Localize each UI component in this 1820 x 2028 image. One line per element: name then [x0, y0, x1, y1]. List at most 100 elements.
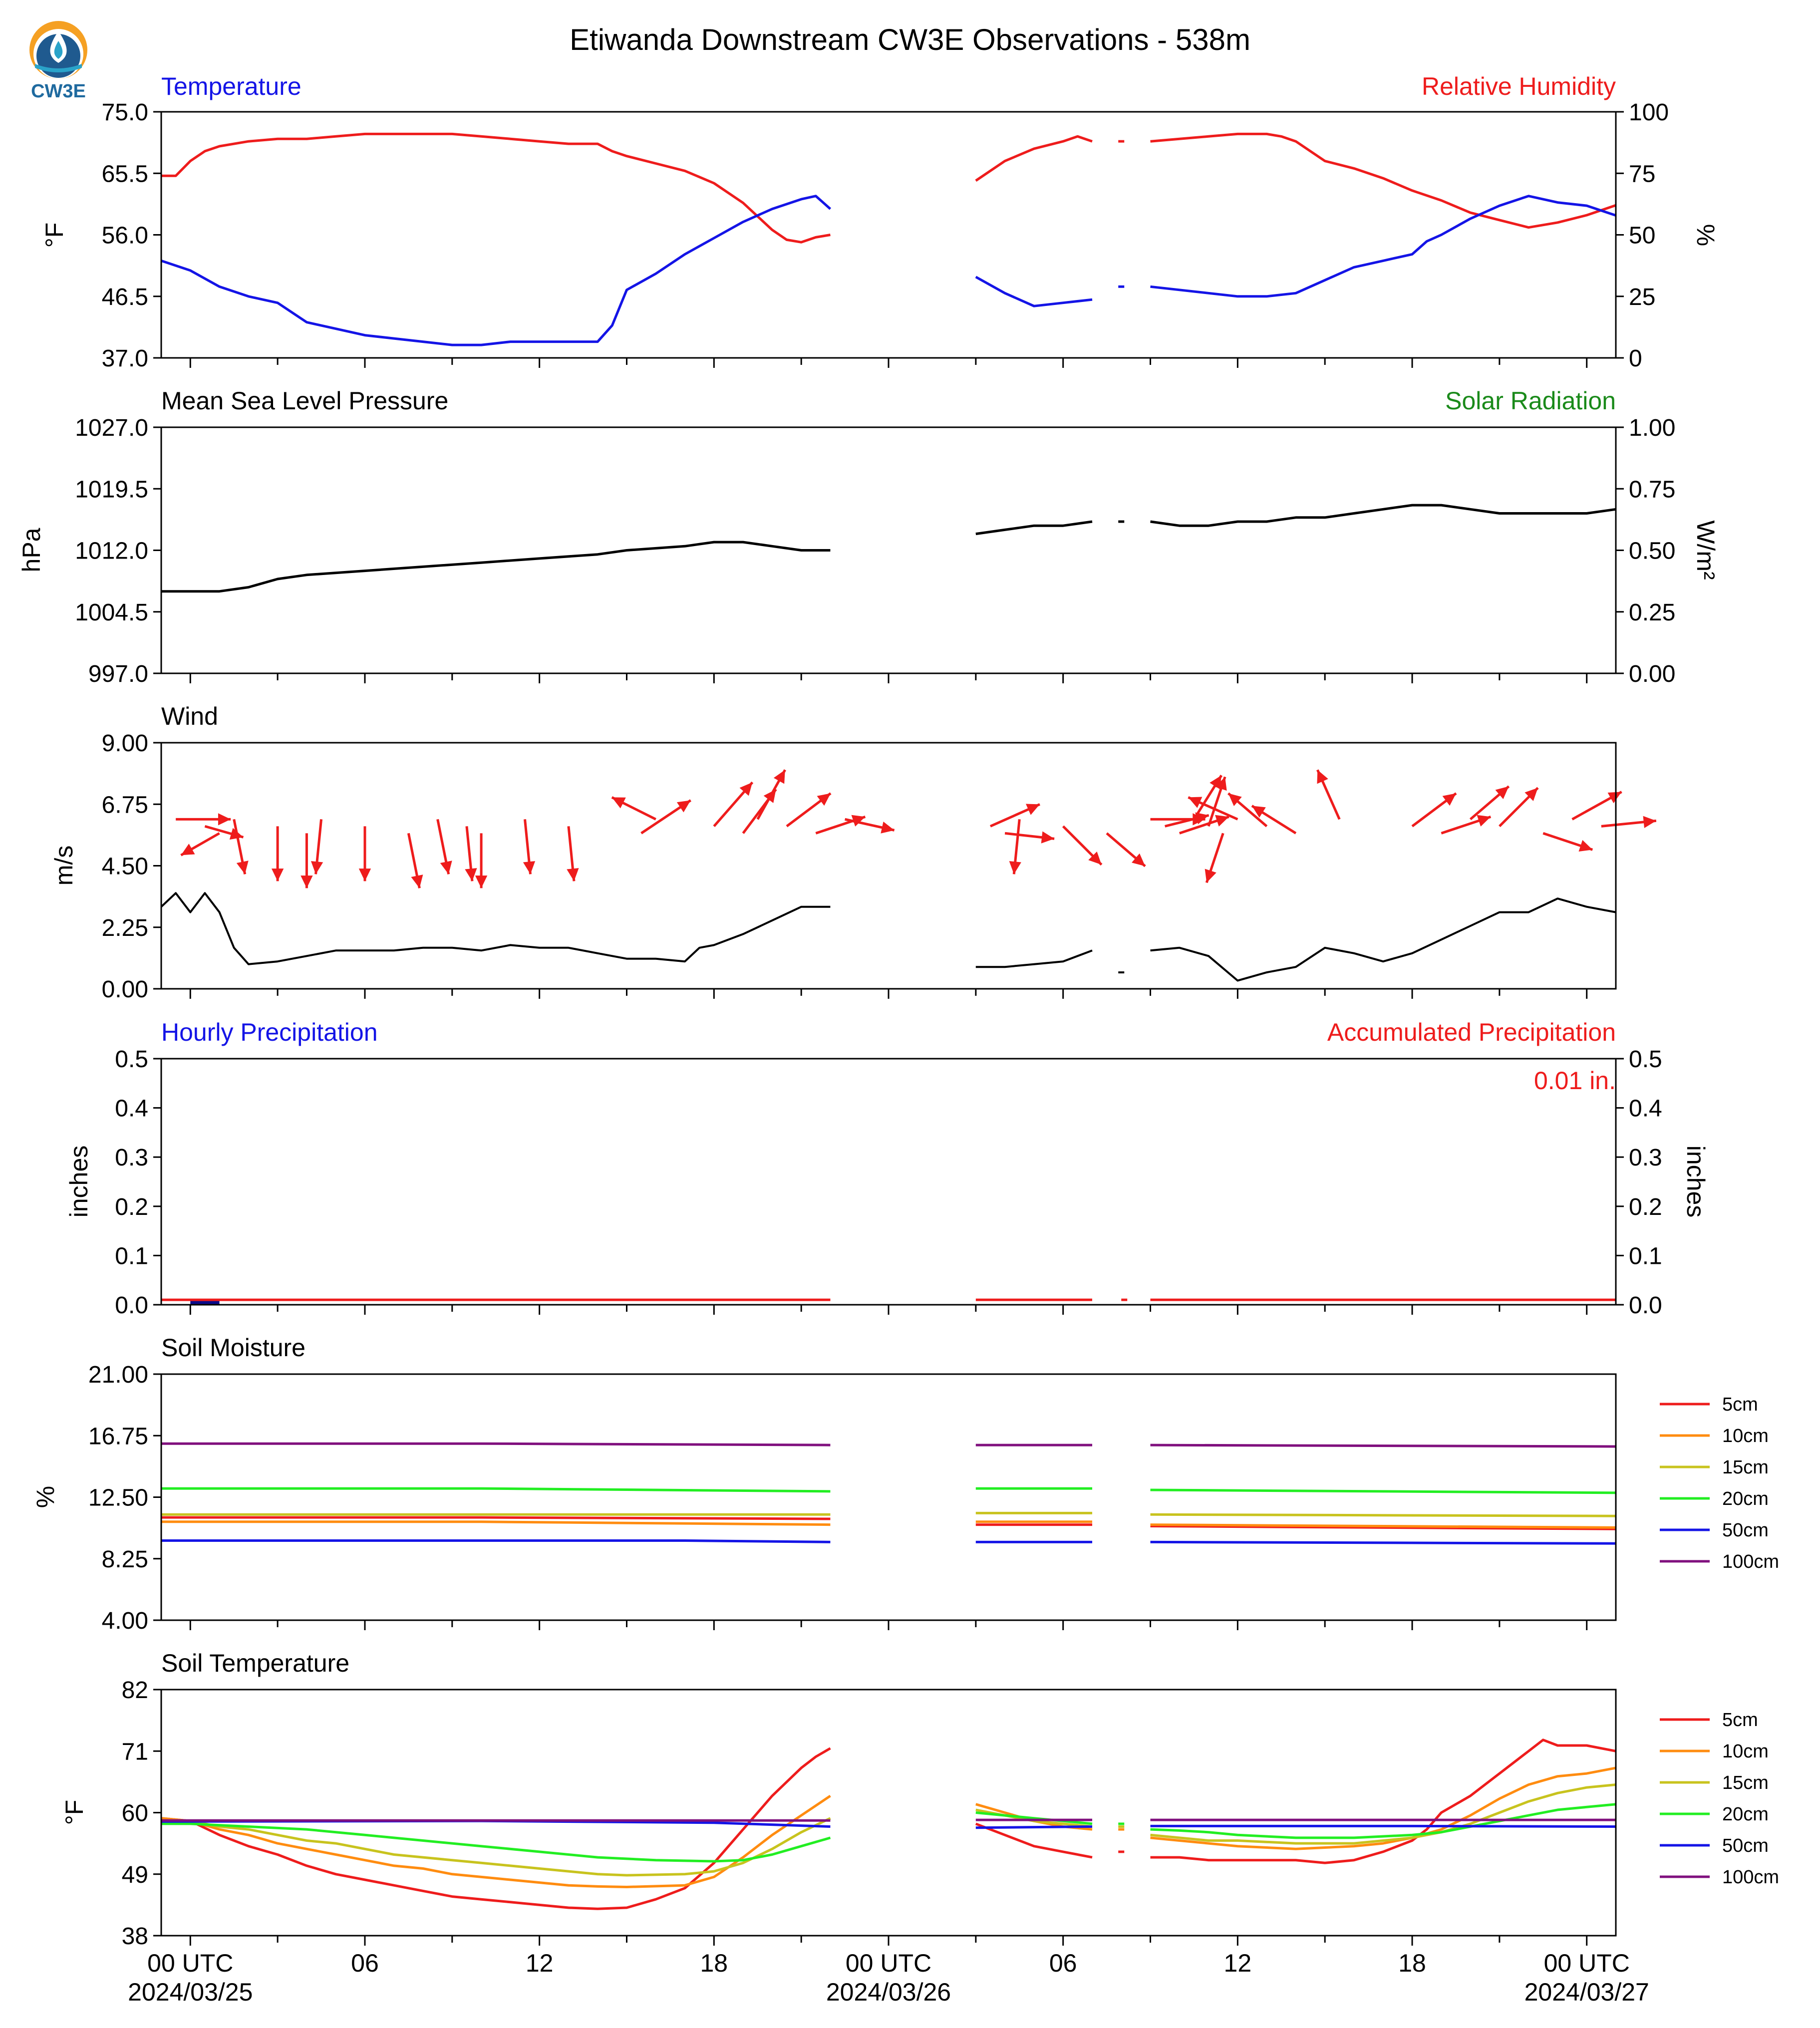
soil-moisture-line-20cm [161, 1487, 831, 1493]
wind-vector-head [271, 869, 284, 881]
wind-vector-arrow [1062, 825, 1103, 866]
wind-vector-head [358, 869, 371, 881]
x-tick-label: 00 UTC [147, 1949, 233, 1977]
y-tick-label: 0.00 [1629, 661, 1675, 687]
wind-vector-arrow [176, 813, 231, 826]
soil-temperature-line-20cm [161, 1822, 831, 1863]
wind-title: Wind [161, 702, 218, 730]
soil-moisture-line-5cm [1150, 1525, 1616, 1530]
pressure-frame [160, 426, 1617, 674]
rh-line [161, 132, 831, 244]
wind-vector-arrow [1316, 769, 1341, 820]
hourly-precip-title: Hourly Precipitation [161, 1018, 378, 1046]
accum-precip-tick-labels: 0.5 0.4 0.3 0.2 0.1 0.0 [1616, 1046, 1662, 1319]
y-tick-label: 60 [122, 1800, 148, 1827]
legend-label-5cm: 5cm [1722, 1394, 1758, 1415]
wind-vector-head [1442, 793, 1457, 806]
pressure-line [975, 520, 1093, 536]
temperature-rh-frame [160, 111, 1617, 359]
wind-vector-head [611, 797, 626, 809]
y-tick-label: 4.00 [102, 1608, 148, 1634]
wind-vector-head [1477, 815, 1491, 827]
rh-line [975, 135, 1093, 182]
y-tick-label: 997.0 [88, 661, 148, 687]
y-tick-label: 1012.0 [75, 538, 148, 565]
soil-temperature-legend: 5cm 10cm 15cm 20cm 50cm 100cm [1660, 1710, 1779, 1888]
legend-label-5cm: 5cm [1722, 1710, 1758, 1731]
soil-temperature-title: Soil Temperature [161, 1649, 349, 1677]
wind-vector-arrow [1106, 832, 1146, 868]
solar-tick-labels: 1.00 0.75 0.50 0.25 0.00 [1616, 415, 1675, 687]
legend-label-100cm: 100cm [1722, 1551, 1779, 1572]
legend-label-20cm: 20cm [1722, 1804, 1769, 1825]
wind-vector-arrow [989, 803, 1040, 828]
wind-vector-head [1205, 869, 1216, 883]
y-tick-label: 6.75 [102, 792, 148, 818]
soil-moisture-title: Soil Moisture [161, 1334, 305, 1362]
soil-temperature-line-5cm [161, 1747, 831, 1910]
cw3e-logo: CW3E [29, 21, 87, 102]
wind-vector-head [301, 875, 313, 888]
wind-vector-head [1495, 786, 1509, 800]
y-tick-label: 0.2 [115, 1194, 148, 1220]
pressure-tick-labels: 1027.0 1019.5 1012.0 1004.5 997.0 [75, 415, 161, 687]
wind-frame [160, 742, 1617, 990]
y-tick-label: 75.0 [102, 99, 148, 126]
legend-label-100cm: 100cm [1722, 1867, 1779, 1888]
panel4-x-ticks [189, 1305, 1588, 1315]
y-tick-label: 0.4 [115, 1096, 148, 1122]
soil-temperature-tick-labels: 82 71 60 49 38 [122, 1677, 161, 1950]
hourly-precip-bar [190, 1300, 220, 1305]
soil-temperature-frame [160, 1689, 1617, 1937]
wind-vector-head [773, 770, 785, 784]
soil-temperature-line-15cm [161, 1817, 831, 1877]
wind-vector-head [851, 815, 866, 827]
solar-axis-label: W/m² [1692, 520, 1720, 579]
wind-vector-head [440, 861, 452, 874]
wind-vector-arrow [845, 818, 895, 834]
wind-vector-arrow [1165, 812, 1210, 828]
wind-vector-head [1228, 793, 1242, 807]
y-tick-label: 56.0 [102, 223, 148, 249]
legend-label-50cm: 50cm [1722, 1520, 1769, 1541]
wind-vector-head [1215, 777, 1227, 791]
temperature-tick-labels: 75.0 65.5 56.0 46.5 37.0 [102, 99, 161, 372]
precip-axis-label: inches [65, 1146, 93, 1218]
rh-tick-labels: 100 75 50 25 0 [1616, 99, 1669, 372]
wind-vector-arrow [1179, 815, 1229, 835]
x-tick-label: 06 [1049, 1949, 1077, 1977]
wind-vector-arrow [233, 819, 249, 874]
legend-label-10cm: 10cm [1722, 1741, 1769, 1762]
panel3-x-ticks [189, 989, 1588, 999]
soil-moisture-line-100cm [1150, 1444, 1616, 1448]
wind-vector-arrow [567, 826, 579, 881]
wind-vector-arrow [1499, 787, 1539, 828]
y-tick-label: 0.3 [115, 1145, 148, 1171]
legend-label-15cm: 15cm [1722, 1457, 1769, 1478]
y-tick-label: 9.00 [102, 730, 148, 757]
wind-vector-arrow [1227, 792, 1268, 828]
wind-vector-arrow [523, 819, 536, 874]
y-tick-label: 82 [122, 1677, 148, 1704]
pressure-title: Mean Sea Level Pressure [161, 387, 448, 415]
wind-vector-arrow [310, 819, 323, 874]
temperature-line [1150, 195, 1616, 298]
y-tick-label: 0.5 [1629, 1046, 1662, 1073]
temperature-axis-label: °F [40, 223, 68, 248]
wind-vector-head [881, 822, 895, 834]
soil-temperature-panel: Soil Temperature °F 82 71 60 49 38 5cm 10cm 15… [60, 1649, 1779, 1950]
wind-vector-arrow [465, 826, 477, 881]
wind-vector-head [1041, 831, 1055, 844]
wind-vector-head [181, 844, 195, 856]
logo-text: CW3E [31, 81, 86, 102]
wind-vector-arrow [713, 781, 754, 828]
soil-moisture-tick-labels: 21.00 16.75 12.50 8.25 4.00 [88, 1362, 161, 1634]
wind-vector-head [1025, 804, 1040, 815]
pressure-solar-panel: Mean Sea Level Pressure Solar Radiation … [17, 387, 1720, 687]
wind-vector-head [523, 861, 536, 874]
y-tick-label: 21.00 [88, 1362, 148, 1388]
wind-vector-arrow [271, 826, 284, 881]
y-tick-label: 8.25 [102, 1546, 148, 1573]
temperature-line [975, 276, 1093, 307]
